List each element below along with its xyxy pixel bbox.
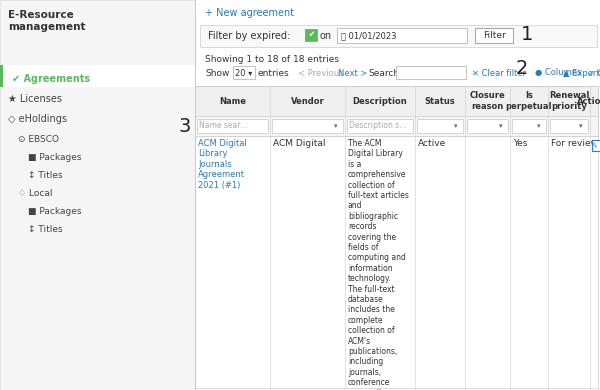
Bar: [195, 136, 598, 388]
Text: ▾: ▾: [454, 123, 457, 129]
Text: ↕ Titles: ↕ Titles: [28, 225, 62, 234]
Bar: [195, 0, 600, 390]
Text: ▲ Export: ▲ Export: [563, 69, 599, 78]
Text: Name: Name: [219, 96, 246, 106]
Text: E-Resource
management: E-Resource management: [8, 10, 86, 32]
Text: < Previous: < Previous: [298, 69, 343, 78]
Text: Description: Description: [353, 96, 407, 106]
Text: Renewal
priority: Renewal priority: [549, 91, 589, 111]
Bar: [337, 28, 467, 43]
Bar: [305, 29, 317, 41]
Bar: [197, 119, 268, 133]
Text: For review: For review: [551, 139, 598, 148]
Text: Filter: Filter: [482, 32, 505, 41]
Text: Next >: Next >: [338, 69, 367, 78]
Bar: [550, 119, 588, 133]
Text: ⊙ EBSCO: ⊙ EBSCO: [18, 135, 59, 144]
Text: + New agreement: + New agreement: [205, 8, 294, 18]
Text: ★ Licenses: ★ Licenses: [8, 94, 62, 104]
Text: ✎ Edit: ✎ Edit: [592, 142, 600, 149]
Bar: [0, 65, 3, 87]
Text: Active: Active: [418, 139, 446, 148]
Text: The ACM
Digital Library
is a
comprehensive
collection of
full-text articles
and
: The ACM Digital Library is a comprehensi…: [348, 139, 409, 390]
Text: Closure
reason: Closure reason: [470, 91, 505, 111]
Text: 2: 2: [516, 58, 529, 78]
Bar: [272, 119, 343, 133]
Text: ▾: ▾: [334, 123, 337, 129]
Text: ✔: ✔: [308, 30, 314, 39]
Bar: [0, 0, 195, 390]
Text: ● Columns: ● Columns: [535, 69, 581, 78]
Text: ♢ Local: ♢ Local: [18, 188, 53, 197]
Text: entries: entries: [258, 69, 290, 78]
Bar: [347, 119, 413, 133]
Text: on: on: [320, 31, 332, 41]
Bar: [233, 66, 255, 79]
Text: 📅 01/01/2023: 📅 01/01/2023: [341, 32, 397, 41]
Text: ↕ Titles: ↕ Titles: [28, 170, 62, 179]
Text: ■ Packages: ■ Packages: [28, 206, 82, 216]
Text: ACM Digital
Library
Journals
Agreement
2021 (#1): ACM Digital Library Journals Agreement 2…: [198, 139, 247, 190]
Bar: [200, 25, 597, 47]
Bar: [467, 119, 508, 133]
Text: Actions: Actions: [577, 96, 600, 106]
Bar: [195, 116, 598, 136]
Bar: [0, 65, 195, 87]
Text: Show: Show: [205, 69, 229, 78]
Text: 3: 3: [179, 117, 191, 135]
Bar: [592, 140, 600, 151]
Text: Filter by expired:: Filter by expired:: [208, 31, 290, 41]
Bar: [396, 66, 466, 79]
Text: ACM Digital: ACM Digital: [273, 139, 325, 148]
Text: ▾: ▾: [578, 123, 582, 129]
Text: Is
perpetual: Is perpetual: [506, 91, 552, 111]
Text: ◇ eHoldings: ◇ eHoldings: [8, 114, 67, 124]
Text: Description s…: Description s…: [349, 122, 407, 131]
Text: Status: Status: [425, 96, 455, 106]
Text: ▾: ▾: [499, 123, 502, 129]
Bar: [512, 119, 546, 133]
Text: ■ Packages: ■ Packages: [28, 152, 82, 161]
Text: Name sear…: Name sear…: [199, 122, 248, 131]
Text: ▾: ▾: [536, 123, 540, 129]
Text: Vendor: Vendor: [290, 96, 325, 106]
Bar: [475, 28, 513, 43]
Text: Showing 1 to 18 of 18 entries: Showing 1 to 18 of 18 entries: [205, 55, 339, 64]
Text: Search:: Search:: [368, 69, 402, 78]
Text: 1: 1: [521, 25, 533, 44]
Bar: [417, 119, 463, 133]
Bar: [195, 86, 598, 116]
Text: ✕ Clear filter: ✕ Clear filter: [472, 69, 526, 78]
Text: 20 ▾: 20 ▾: [235, 69, 253, 78]
Text: ✓ Configure: ✓ Configure: [588, 69, 600, 78]
Text: Yes: Yes: [513, 139, 527, 148]
Text: ✔ Agreements: ✔ Agreements: [12, 74, 90, 84]
